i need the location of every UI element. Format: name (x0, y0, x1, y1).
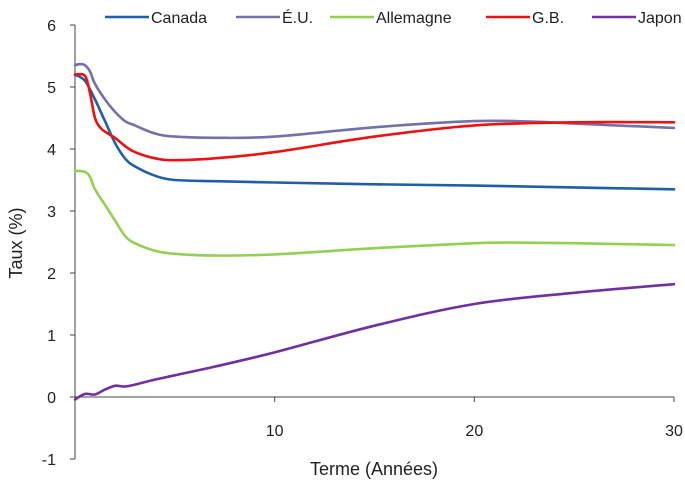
x-tick-label: 20 (465, 423, 483, 440)
x-tick-label: 10 (266, 423, 284, 440)
series-line-4 (73, 72, 676, 162)
legend: Canada É.U. Allemagne G.B. Japon (105, 8, 682, 27)
legend-label: Canada (151, 10, 207, 27)
legend-item: G.B. (486, 10, 564, 27)
series-lines (73, 62, 676, 401)
legend-label: Allemagne (376, 10, 452, 27)
legend-label: Japon (638, 10, 682, 27)
y-axis-title: Taux (%) (6, 207, 26, 278)
y-tick-label: 2 (47, 266, 56, 283)
y-tick-label: 1 (47, 328, 56, 345)
y-tick-label: -1 (42, 452, 56, 469)
y-tick-label: 4 (47, 142, 56, 159)
legend-label: É.U. (282, 8, 313, 27)
y-tick-label: 6 (47, 18, 56, 35)
legend-item: Japon (592, 10, 682, 27)
x-tick-label: 30 (665, 423, 683, 440)
x-axis-title: Terme (Années) (310, 459, 438, 479)
series-line-2 (73, 62, 676, 140)
legend-label: G.B. (532, 10, 564, 27)
legend-item: Canada (105, 10, 207, 27)
y-tick-label: 5 (47, 80, 56, 97)
y-tick-label: 0 (47, 390, 56, 407)
y-tick-label: 3 (47, 204, 56, 221)
legend-item: É.U. (236, 8, 313, 27)
axes: -1 0 1 2 3 4 5 6 10 20 30 (42, 18, 683, 469)
series-line-3 (73, 169, 676, 257)
legend-item: Allemagne (330, 10, 452, 27)
series-line-1 (73, 73, 676, 191)
series-line-5 (73, 282, 676, 401)
